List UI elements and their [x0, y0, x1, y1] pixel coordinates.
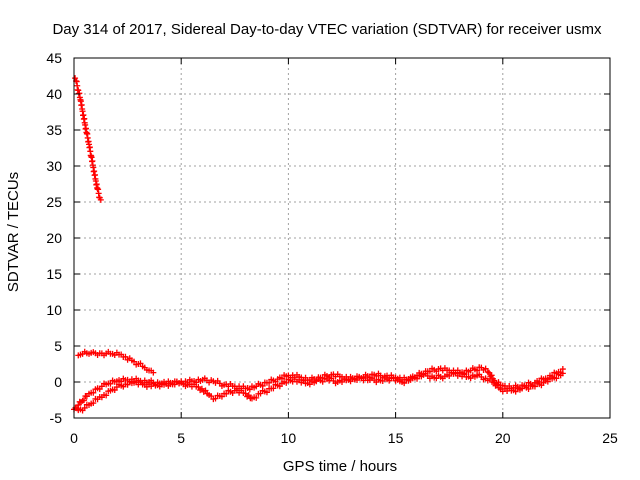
data-point-lower-track — [212, 395, 219, 402]
x-tick-label: 20 — [495, 430, 511, 446]
data-point-lower-track — [405, 377, 412, 384]
data-point-lower-track — [242, 390, 249, 397]
data-point-lower-track — [195, 384, 202, 391]
data-point-lower-track — [306, 381, 313, 388]
data-point-lower-track — [103, 392, 110, 399]
y-tick-label: 30 — [46, 158, 62, 174]
data-point-lower-track — [490, 379, 497, 386]
data-point-lower-track — [124, 381, 131, 388]
x-tick-label: 25 — [602, 430, 618, 446]
data-point-lower-track — [414, 375, 421, 382]
data-point-lower-track — [81, 404, 88, 411]
data-point-lower-track — [379, 378, 386, 385]
data-point-steep-decline — [97, 196, 104, 203]
y-tick-label: 25 — [46, 194, 62, 210]
y-tick-label: 5 — [54, 338, 62, 354]
data-point-lower-track — [525, 385, 532, 392]
data-point-lower-track — [270, 385, 277, 392]
data-point-lower-track — [263, 389, 270, 396]
data-point-lower-track — [512, 388, 519, 395]
data-point-lower-track — [223, 390, 230, 397]
data-point-main-track — [426, 368, 433, 375]
y-tick-label: 45 — [46, 50, 62, 66]
x-tick-label: 15 — [388, 430, 404, 446]
y-tick-label: 10 — [46, 302, 62, 318]
data-point-main-track — [90, 389, 97, 396]
data-point-lower-track — [544, 378, 551, 385]
grid-lines — [74, 58, 610, 418]
data-point-main-track — [246, 386, 253, 393]
data-point-lower-track — [253, 394, 260, 401]
data-point-lower-track — [283, 379, 290, 386]
data-points — [71, 75, 566, 414]
chart-title: Day 314 of 2017, Sidereal Day-to-day VTE… — [52, 21, 602, 38]
x-axis-label: GPS time / hours — [283, 458, 397, 475]
data-point-main-track — [75, 402, 82, 409]
y-tick-label: 15 — [46, 266, 62, 282]
data-point-steep-decline — [72, 75, 79, 82]
data-point-lower-track — [446, 372, 453, 379]
data-point-lower-track — [553, 375, 560, 382]
data-point-lower-track — [494, 381, 501, 388]
data-point-lower-track — [401, 380, 408, 387]
data-point-lower-track — [319, 378, 326, 385]
data-point-main-track — [107, 380, 114, 387]
data-point-lower-track — [245, 392, 252, 399]
data-point-lower-track — [156, 383, 163, 390]
data-point-main-track — [488, 372, 495, 379]
y-axis-label: SDTVAR / TECUs — [5, 172, 22, 292]
y-tick-label: -5 — [50, 410, 63, 426]
y-tick-label: 0 — [54, 374, 62, 390]
x-tick-label: 5 — [177, 430, 185, 446]
data-point-lower-track — [351, 376, 358, 383]
data-point-main-track — [482, 365, 489, 372]
data-point-lower-track — [531, 383, 538, 390]
data-point-lower-track — [559, 370, 566, 377]
data-point-lower-track — [218, 393, 225, 400]
y-tick-label: 40 — [46, 86, 62, 102]
data-point-main-track — [266, 379, 273, 386]
axis-ticks: 0 5 10 15 20 25 -5 0 5 10 15 20 25 30 35 40 45 — [46, 50, 618, 446]
data-point-lower-track — [198, 385, 205, 392]
data-point-lower-track — [90, 400, 97, 407]
data-point-lower-track — [202, 387, 209, 394]
data-point-main-track — [81, 397, 88, 404]
data-point-main-track — [484, 368, 491, 375]
data-point-lower-track — [347, 378, 354, 385]
data-point-upper-track — [150, 369, 157, 376]
data-point-lower-track — [339, 379, 345, 386]
y-tick-label: 35 — [46, 122, 62, 138]
x-tick-label: 10 — [281, 430, 297, 446]
x-tick-label: 0 — [70, 430, 78, 446]
y-tick-label: 20 — [46, 230, 62, 246]
